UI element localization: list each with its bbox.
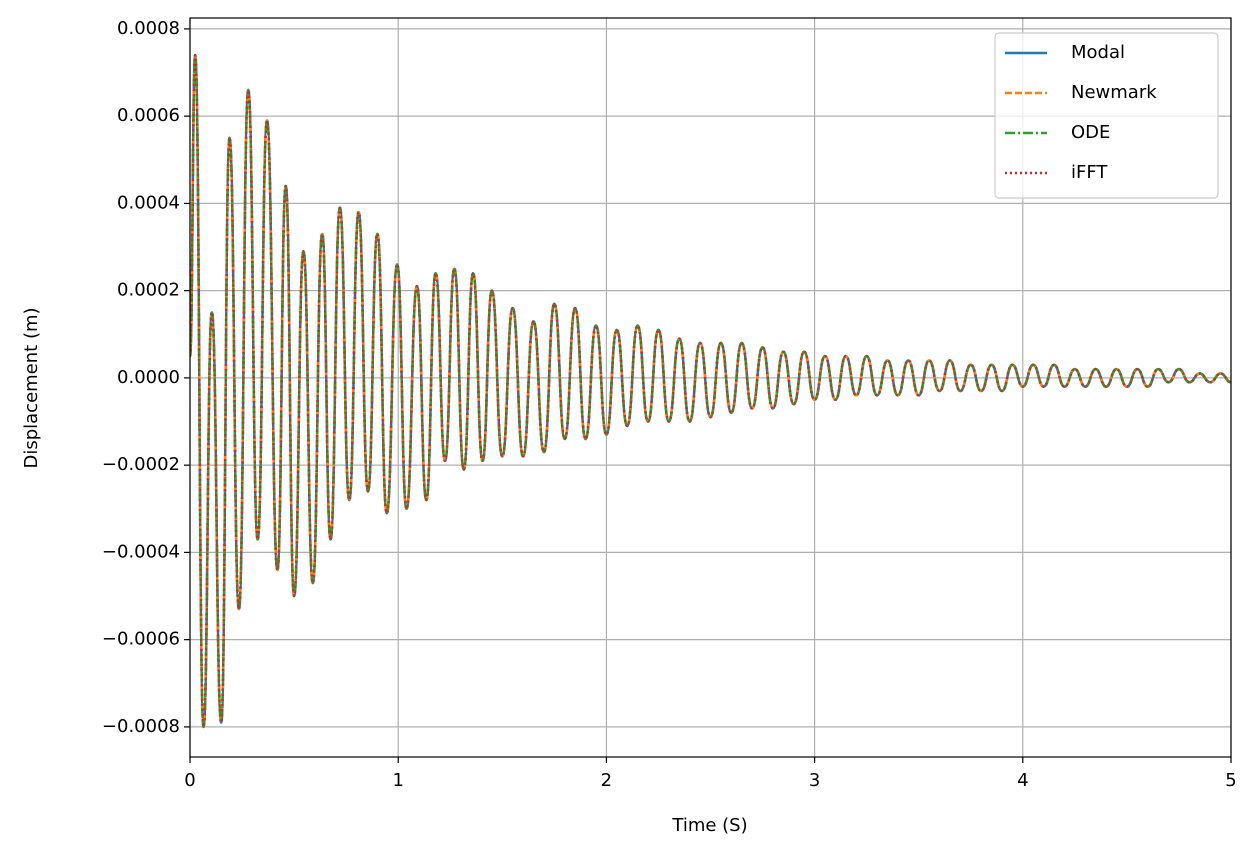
y-tick-label: −0.0004	[102, 541, 180, 562]
y-axis-label: Displacement (m)	[21, 307, 42, 468]
x-tick-label: 3	[809, 770, 820, 791]
y-tick-label: 0.0004	[117, 192, 180, 213]
x-tick-label: 1	[392, 770, 403, 791]
legend-label: ODE	[1071, 122, 1110, 143]
legend-label: Modal	[1071, 42, 1125, 63]
x-tick-label: 4	[1017, 770, 1028, 791]
series-line	[190, 53, 1231, 729]
y-tick-label: 0.0002	[117, 280, 180, 301]
y-tick-label: 0.0006	[117, 105, 180, 126]
x-tick-label: 5	[1225, 770, 1236, 791]
y-tick-label: −0.0008	[102, 716, 180, 737]
y-tick-label: −0.0006	[102, 629, 180, 650]
y-tick-label: 0.0008	[117, 18, 180, 39]
y-tick-label: 0.0000	[117, 367, 180, 388]
x-axis-label: Time (S)	[671, 815, 747, 836]
legend-box	[994, 32, 1219, 199]
y-tick-label: −0.0002	[102, 454, 180, 475]
plot-frame	[189, 17, 1232, 758]
legend-label: iFFT	[1071, 162, 1108, 183]
legend-label: Newmark	[1071, 82, 1157, 103]
x-tick-label: 2	[601, 770, 612, 791]
x-tick-label: 0	[184, 770, 195, 791]
